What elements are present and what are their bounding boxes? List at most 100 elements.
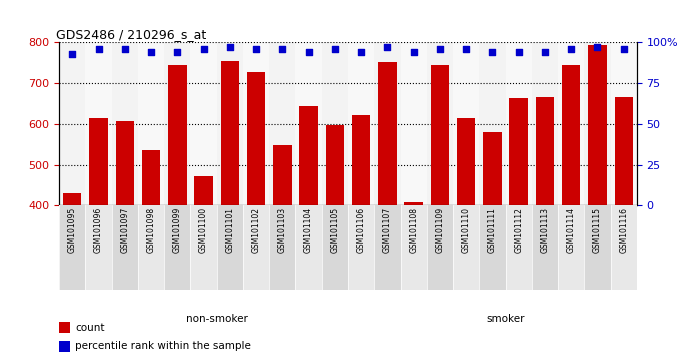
Point [224, 45, 235, 50]
Bar [615, 97, 633, 205]
Bar [164, 205, 191, 290]
Point [382, 45, 393, 50]
Text: GSM101111: GSM101111 [488, 207, 497, 253]
Bar [348, 205, 374, 290]
Bar [322, 205, 348, 290]
Text: GSM101097: GSM101097 [120, 207, 129, 253]
Point [251, 46, 262, 52]
Bar [299, 105, 318, 205]
Bar [138, 205, 164, 290]
Bar [610, 42, 637, 205]
Text: GSM101100: GSM101100 [199, 207, 208, 253]
Text: non-smoker: non-smoker [186, 314, 248, 324]
Text: GDS2486 / 210296_s_at: GDS2486 / 210296_s_at [56, 28, 207, 41]
Text: GSM101096: GSM101096 [94, 207, 103, 253]
Bar [562, 65, 580, 205]
Bar [483, 132, 502, 205]
Bar [610, 205, 637, 290]
Bar [86, 42, 111, 205]
Bar [273, 145, 292, 205]
Point [539, 50, 551, 55]
Bar [536, 97, 554, 205]
Text: GSM101098: GSM101098 [147, 207, 156, 253]
Bar [400, 205, 427, 290]
Point [434, 46, 445, 52]
Text: GSM101103: GSM101103 [278, 207, 287, 253]
Bar [59, 341, 70, 352]
Bar [480, 42, 505, 205]
Bar [480, 205, 505, 290]
Bar [296, 205, 322, 290]
Point [329, 46, 340, 52]
Bar [427, 42, 453, 205]
Point [592, 45, 603, 50]
Bar [86, 205, 111, 290]
Text: GSM101106: GSM101106 [356, 207, 365, 253]
Bar [59, 205, 86, 290]
Bar [532, 205, 558, 290]
Bar [509, 98, 528, 205]
Text: GSM101102: GSM101102 [251, 207, 260, 253]
Text: GSM101113: GSM101113 [540, 207, 549, 253]
Bar [221, 61, 239, 205]
Bar [142, 150, 160, 205]
Point [618, 46, 629, 52]
Text: GSM101110: GSM101110 [461, 207, 470, 253]
Text: GSM101109: GSM101109 [436, 207, 445, 253]
Bar [326, 125, 344, 205]
Text: GSM101108: GSM101108 [409, 207, 418, 253]
Text: GSM101101: GSM101101 [226, 207, 235, 253]
Bar [63, 193, 81, 205]
Bar [194, 176, 213, 205]
Point [198, 46, 209, 52]
Bar [243, 205, 269, 290]
Bar [374, 42, 400, 205]
Point [119, 46, 130, 52]
Bar [138, 42, 164, 205]
Bar [558, 205, 585, 290]
Point [277, 46, 288, 52]
Bar [111, 42, 138, 205]
Point [566, 46, 577, 52]
Bar [585, 42, 610, 205]
Bar [322, 42, 348, 205]
Bar [296, 42, 322, 205]
Point [93, 46, 104, 52]
Bar [269, 42, 296, 205]
Bar [431, 65, 449, 205]
Bar [164, 42, 191, 205]
Bar [59, 42, 86, 205]
Bar [453, 42, 480, 205]
Text: GSM101114: GSM101114 [567, 207, 576, 253]
Bar [116, 121, 134, 205]
Text: smoker: smoker [487, 314, 525, 324]
Point [67, 51, 78, 57]
Point [145, 50, 157, 55]
Bar [404, 202, 423, 205]
Bar [374, 205, 400, 290]
Point [356, 50, 367, 55]
Bar [585, 205, 610, 290]
Text: GSM101104: GSM101104 [304, 207, 313, 253]
Text: GSM101115: GSM101115 [593, 207, 602, 253]
Text: count: count [75, 323, 105, 333]
Bar [348, 42, 374, 205]
Bar [558, 42, 585, 205]
Bar [89, 118, 108, 205]
Text: GSM101105: GSM101105 [331, 207, 340, 253]
Text: GSM101099: GSM101099 [173, 207, 182, 253]
Bar [378, 62, 397, 205]
Bar [457, 118, 475, 205]
Point [408, 50, 419, 55]
Point [461, 46, 472, 52]
Bar [453, 205, 480, 290]
Bar [168, 65, 187, 205]
Text: percentile rank within the sample: percentile rank within the sample [75, 341, 251, 351]
Bar [532, 42, 558, 205]
Bar [191, 205, 216, 290]
Bar [269, 205, 296, 290]
Point [487, 50, 498, 55]
Bar [111, 205, 138, 290]
Text: GSM101116: GSM101116 [619, 207, 628, 253]
Bar [427, 205, 453, 290]
